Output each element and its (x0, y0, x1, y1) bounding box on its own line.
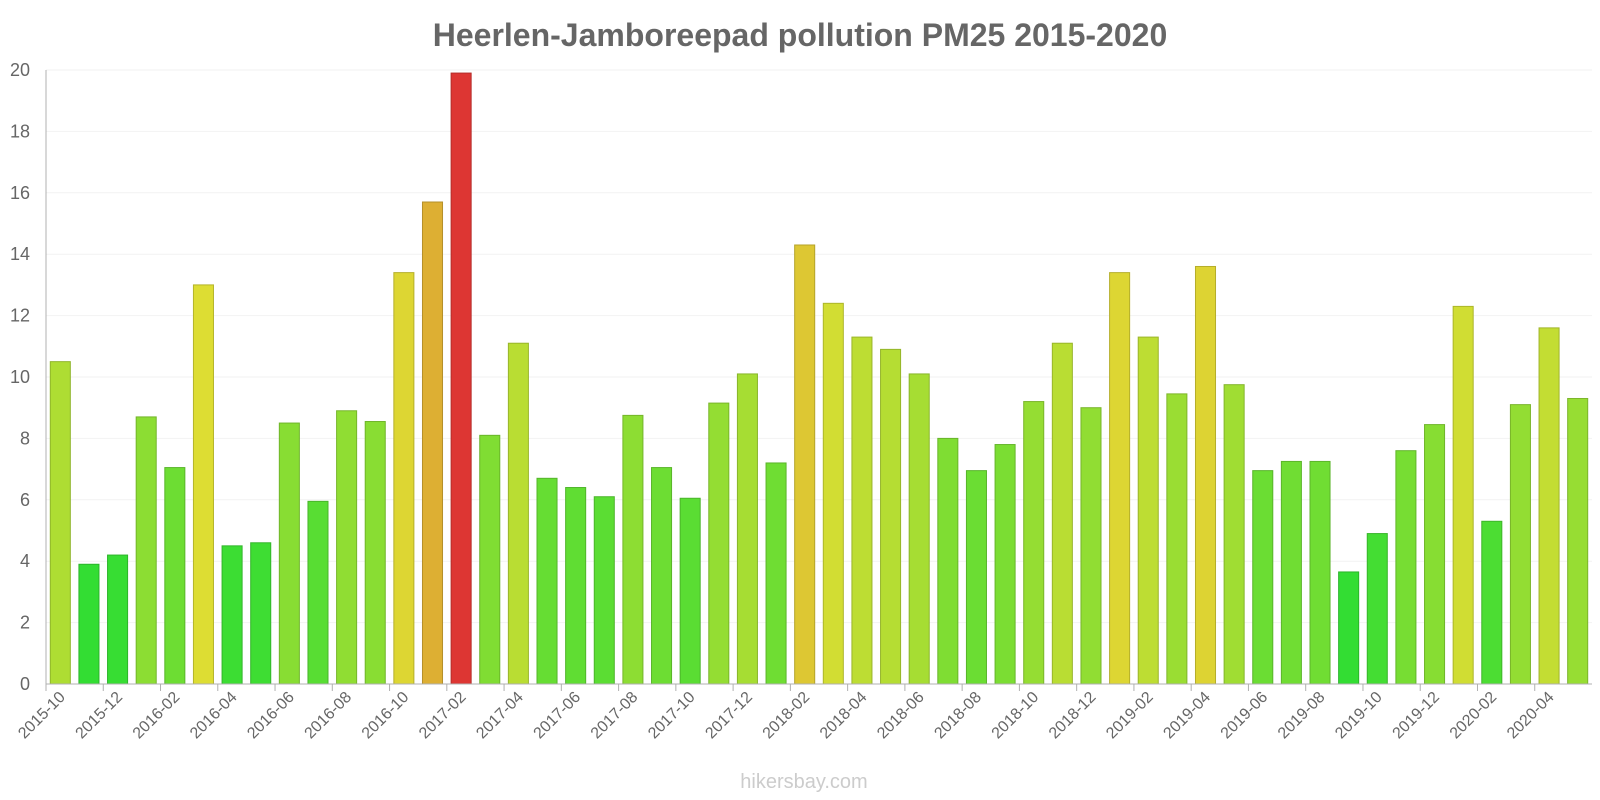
bar-2016-10 (393, 272, 415, 685)
bar-2019-05 (1223, 384, 1245, 685)
bar-2017-02 (450, 72, 472, 685)
bar-2017-04 (507, 342, 529, 685)
x-tick-label: 2018-04 (817, 689, 871, 743)
y-tick-label: 4 (20, 551, 30, 571)
x-tick-label: 2016-06 (244, 689, 298, 743)
bar-2018-12 (1080, 407, 1102, 685)
x-tick-label: 2019-06 (1218, 689, 1272, 743)
x-tick-label: 2018-06 (874, 689, 928, 743)
footer-watermark: hikersbay.com (740, 771, 867, 793)
bar-2015-11 (78, 563, 100, 685)
x-tick-label: 2017-02 (416, 689, 470, 743)
y-tick-label: 14 (10, 244, 30, 264)
x-axis-ticks: 2015-10 2015-12 2016-02 2016-04 2016-06 2016-… (15, 684, 1558, 743)
bar-2016-11 (421, 201, 444, 685)
x-tick-label: 2020-04 (1504, 689, 1558, 743)
bar-2016-01 (135, 416, 157, 685)
x-tick-label: 2017-10 (645, 689, 699, 743)
bar-2019-03 (1166, 393, 1188, 685)
bar-2017-07 (593, 496, 615, 685)
y-tick-label: 20 (10, 60, 30, 80)
x-tick-label: 2015-12 (73, 689, 127, 743)
x-tick-label: 2019-02 (1103, 689, 1157, 743)
bar-2020-05 (1567, 397, 1589, 685)
bar-2016-04 (221, 545, 243, 685)
bar-2019-06 (1252, 470, 1274, 685)
bar-2019-12 (1424, 424, 1446, 685)
bar-2017-03 (479, 434, 501, 685)
bar-2016-09 (364, 421, 386, 685)
bar-2018-09 (994, 444, 1016, 685)
bar-2018-04 (851, 336, 873, 685)
bar-2016-07 (307, 500, 329, 685)
y-tick-label: 10 (10, 367, 30, 387)
bar-2018-10 (1023, 401, 1045, 685)
x-tick-label: 2018-10 (989, 689, 1043, 743)
bar-2017-08 (622, 414, 644, 685)
bar-2017-09 (651, 467, 673, 685)
bar-2019-09 (1338, 571, 1360, 685)
bar-2017-12 (736, 373, 758, 685)
bar-2019-10 (1366, 533, 1388, 685)
x-tick-label: 2016-08 (302, 689, 356, 743)
bar-2016-08 (336, 410, 358, 685)
y-tick-label: 8 (20, 428, 30, 448)
y-tick-label: 18 (10, 121, 30, 141)
bar-2019-11 (1395, 450, 1417, 685)
bar-2020-02 (1481, 520, 1503, 685)
bar-2018-02 (794, 244, 816, 685)
x-tick-label: 2017-08 (588, 689, 642, 743)
bar-2019-04 (1194, 265, 1217, 685)
y-axis-ticks: 0 2 4 6 8 10 12 14 16 18 20 (10, 60, 30, 694)
bar-2017-10 (679, 497, 701, 685)
bar-2018-07 (937, 437, 959, 685)
bar-2018-06 (908, 373, 930, 685)
x-tick-label: 2018-12 (1046, 689, 1100, 743)
bar-2017-05 (536, 477, 558, 685)
y-tick-label: 6 (20, 490, 30, 510)
bar-2018-01 (765, 462, 787, 685)
x-tick-label: 2015-10 (15, 689, 69, 743)
x-tick-label: 2019-08 (1275, 689, 1329, 743)
y-tick-label: 12 (10, 306, 30, 326)
gridlines (46, 69, 1592, 624)
bar-2017-11 (708, 402, 730, 685)
bar-2018-05 (880, 348, 902, 685)
chart-title: Heerlen-Jamboreepad pollution PM25 2015-… (433, 17, 1167, 53)
bar-2019-01 (1109, 272, 1131, 685)
x-tick-label: 2020-02 (1447, 689, 1501, 743)
y-tick-label: 2 (20, 613, 30, 633)
bar-2020-01 (1452, 305, 1474, 685)
bar-2016-06 (278, 422, 300, 685)
bar-2018-03 (822, 302, 844, 685)
y-tick-label: 0 (20, 674, 30, 694)
bar-2019-08 (1309, 460, 1331, 685)
bars (49, 72, 1589, 685)
x-tick-label: 2016-02 (130, 689, 184, 743)
bar-2020-03 (1509, 404, 1531, 685)
x-tick-label: 2016-04 (187, 689, 241, 743)
x-tick-label: 2017-12 (702, 689, 756, 743)
bar-2019-02 (1137, 336, 1159, 685)
y-tick-label: 16 (10, 183, 30, 203)
x-tick-label: 2018-02 (760, 689, 814, 743)
x-tick-label: 2018-08 (931, 689, 985, 743)
bar-2015-12 (107, 554, 129, 685)
bar-2019-07 (1280, 460, 1302, 685)
bar-2016-05 (250, 542, 272, 685)
bar-2015-10 (49, 361, 71, 685)
bar-2018-08 (965, 470, 987, 685)
bar-2017-06 (565, 487, 587, 685)
x-tick-label: 2019-12 (1390, 689, 1444, 743)
bar-2016-02 (164, 467, 186, 685)
x-tick-label: 2016-10 (359, 689, 413, 743)
bar-2020-04 (1538, 327, 1560, 685)
x-tick-label: 2017-06 (531, 689, 585, 743)
x-tick-label: 2019-04 (1160, 689, 1214, 743)
x-tick-label: 2019-10 (1332, 689, 1386, 743)
bar-2016-03 (192, 284, 214, 685)
bar-2018-11 (1051, 342, 1073, 685)
x-tick-label: 2017-04 (473, 689, 527, 743)
